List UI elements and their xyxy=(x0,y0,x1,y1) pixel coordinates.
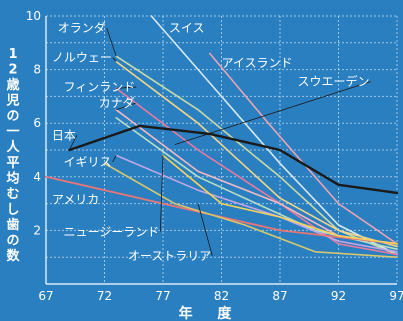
leader-line xyxy=(116,102,136,111)
series-label: ニュージーランド xyxy=(64,225,160,239)
y-axis-title-glyph: の xyxy=(6,109,19,124)
leader-line xyxy=(106,27,117,57)
series-line xyxy=(115,60,398,248)
x-axis-title: 年 度 xyxy=(179,305,242,321)
y-tick-label: 2 xyxy=(33,223,41,237)
series-line xyxy=(68,124,399,195)
y-tick-label: 4 xyxy=(33,170,41,184)
leader-line xyxy=(69,135,78,151)
leader-line xyxy=(197,203,213,256)
y-axis-title-glyph: 平 xyxy=(6,156,19,171)
series-label: アイスランド xyxy=(222,56,293,70)
series-label: イギリス xyxy=(64,155,112,169)
y-axis-title-glyph: 2 xyxy=(8,63,17,78)
y-axis-title-glyph: し xyxy=(6,202,19,217)
y-axis-title-glyph: む xyxy=(6,187,19,202)
leader-line xyxy=(159,155,164,232)
series-label: 日本 xyxy=(52,128,76,142)
y-tick-label: 10 xyxy=(26,9,41,23)
x-tick-label: 72 xyxy=(97,289,112,303)
series-line xyxy=(103,162,398,259)
series-line xyxy=(150,15,398,256)
y-tick-label: 6 xyxy=(33,116,41,130)
y-axis-title-glyph: 人 xyxy=(6,139,20,155)
x-tick-label: 97 xyxy=(389,289,403,303)
y-axis-title-glyph: 数 xyxy=(6,248,20,264)
x-tick-label: 77 xyxy=(155,289,170,303)
series-label: ノルウェー xyxy=(52,51,112,65)
x-tick-label: 67 xyxy=(38,289,53,303)
x-tick-labels: 67 72 77 82 87 92 97 xyxy=(38,289,403,303)
series-label: スウエーデン xyxy=(298,74,370,89)
series-label: オーストラリア xyxy=(128,249,211,263)
y-axis-title-glyph: 児 xyxy=(5,94,19,109)
y-tick-label: 8 xyxy=(33,63,41,77)
y-axis-title-glyph: 歳 xyxy=(6,77,19,93)
series-lines xyxy=(45,15,399,259)
x-tick-label: 92 xyxy=(331,289,346,303)
x-tick-label: 87 xyxy=(272,289,287,303)
y-axis-title-glyph: の xyxy=(6,233,19,248)
series-line xyxy=(162,154,398,245)
series-label: フィンランド xyxy=(64,80,136,94)
leader-lines xyxy=(69,27,371,256)
series-label: オランダ xyxy=(58,20,106,35)
y-tick-labels: 2 4 6 8 10 xyxy=(26,9,41,237)
axes xyxy=(45,16,397,285)
series-line xyxy=(45,175,398,245)
leader-line xyxy=(112,155,117,163)
series-label: スイス xyxy=(169,21,205,35)
series-label: アメリカ xyxy=(52,193,99,207)
leader-line xyxy=(174,81,371,146)
leader-line xyxy=(112,57,117,62)
y-axis-title-glyph: 一 xyxy=(6,125,19,140)
series-label: カナダ xyxy=(99,95,135,110)
y-axis-title-glyph: 1 xyxy=(8,47,17,62)
y-axis-title-glyph: 均 xyxy=(6,170,19,186)
leader-line xyxy=(116,86,137,89)
x-tick-label: 82 xyxy=(214,289,229,303)
y-axis-title-glyph: 歯 xyxy=(6,217,19,233)
